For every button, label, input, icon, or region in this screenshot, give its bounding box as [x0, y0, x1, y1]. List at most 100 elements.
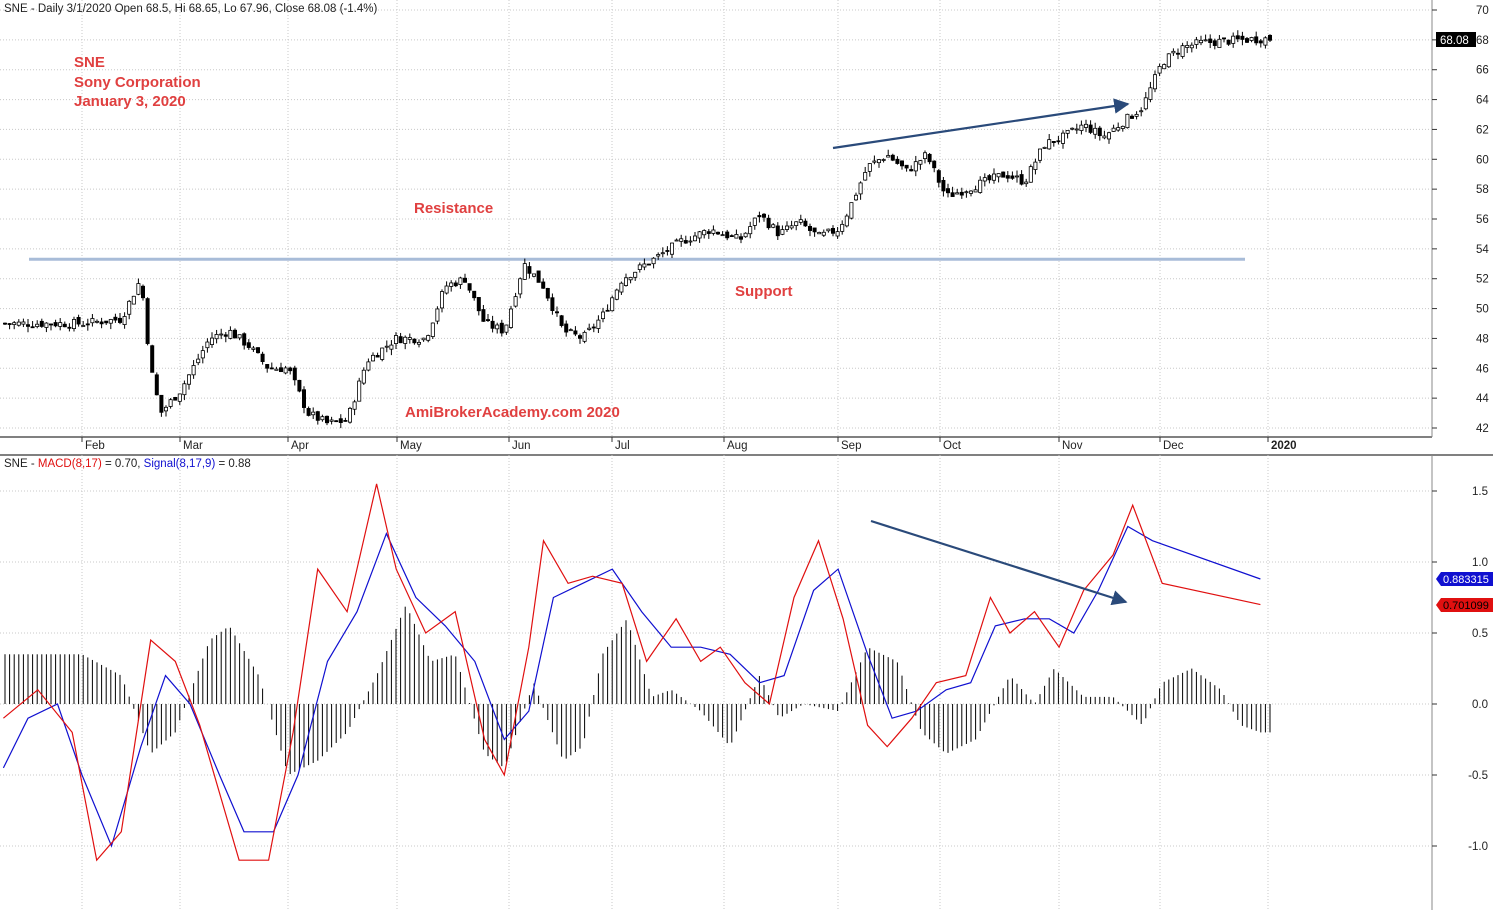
candle — [840, 220, 845, 235]
macd-tick-label: 1.5 — [1472, 486, 1488, 498]
annotation-support: Support — [735, 283, 793, 300]
candle — [104, 320, 109, 325]
candle — [1047, 134, 1052, 150]
candle — [251, 345, 256, 352]
candle — [1024, 178, 1029, 187]
month-label: Oct — [943, 440, 962, 452]
candle — [67, 323, 72, 332]
price-tick-label: 62 — [1476, 124, 1489, 136]
candle — [352, 399, 357, 416]
price-tick-label: 44 — [1476, 393, 1489, 405]
candle — [734, 229, 739, 239]
candle — [1263, 36, 1268, 49]
candle — [1212, 38, 1217, 50]
candle — [306, 406, 311, 417]
candle — [44, 322, 49, 333]
price-tick-label: 66 — [1476, 65, 1489, 77]
candle — [274, 366, 279, 371]
candle — [205, 338, 210, 353]
candle — [890, 153, 895, 162]
candle — [430, 322, 435, 340]
candle — [1148, 81, 1153, 103]
price-trend-arrow — [832, 98, 1130, 150]
candle — [1254, 31, 1259, 46]
candle — [946, 183, 951, 198]
macd-tick-labels: -1.0 -0.5 0.0 0.5 1.0 1.5 — [1432, 486, 1488, 853]
signal-badge — [1436, 572, 1493, 586]
candle — [495, 322, 500, 334]
candle — [1231, 32, 1236, 48]
candle — [1268, 34, 1273, 42]
month-label: Nov — [1062, 440, 1083, 452]
candle — [831, 225, 836, 237]
candle — [702, 229, 707, 239]
candle — [619, 281, 624, 295]
candle — [58, 318, 63, 331]
candle — [30, 321, 35, 329]
candle — [748, 221, 753, 239]
candle — [1019, 170, 1024, 186]
candle — [844, 213, 849, 228]
candle — [513, 292, 518, 308]
candle — [628, 276, 633, 284]
candle — [1217, 35, 1222, 48]
candle — [435, 306, 440, 325]
signal-line — [2, 525, 1261, 848]
candle — [932, 160, 937, 173]
candle — [1005, 171, 1010, 183]
candle — [62, 321, 67, 328]
macd-tick-label: -0.5 — [1468, 770, 1488, 782]
candle — [200, 345, 205, 364]
candle — [439, 289, 444, 313]
candle — [624, 273, 629, 287]
candle — [545, 287, 550, 302]
month-label: May — [400, 440, 422, 452]
candle — [900, 160, 905, 170]
price-tick-label: 54 — [1476, 244, 1489, 256]
candle — [610, 295, 615, 312]
annotation-resistance: Resistance — [414, 200, 493, 217]
candle — [209, 332, 214, 348]
candle — [163, 405, 168, 417]
candle — [674, 238, 679, 242]
candle — [716, 231, 721, 236]
candle — [729, 234, 734, 237]
candle — [1070, 127, 1075, 131]
candle — [679, 234, 684, 247]
watermark: AmiBrokerAcademy.com 2020 — [405, 404, 620, 421]
candle — [964, 190, 969, 198]
candle — [366, 358, 371, 372]
candle — [522, 258, 527, 280]
candle — [808, 223, 813, 237]
price-tick-label: 68 — [1476, 35, 1489, 47]
candle — [849, 202, 854, 220]
candle — [665, 246, 670, 256]
candle — [1125, 113, 1130, 129]
candle — [278, 362, 283, 373]
candle — [1120, 125, 1125, 132]
candle — [670, 242, 675, 259]
candle — [532, 273, 537, 278]
candle — [140, 284, 145, 301]
candle — [1194, 36, 1199, 49]
candle — [1245, 36, 1250, 44]
candle — [1226, 39, 1231, 46]
month-label: Aug — [727, 440, 747, 452]
candle — [987, 174, 992, 184]
candle — [338, 414, 343, 429]
candle — [403, 335, 408, 350]
candle — [693, 231, 698, 242]
signal-header-label: Signal(8,17,9) — [144, 458, 216, 470]
candle — [1134, 111, 1139, 120]
price-tick-label: 70 — [1476, 5, 1489, 17]
candle — [76, 314, 81, 327]
candle — [122, 312, 127, 329]
candle — [1097, 125, 1102, 141]
candle — [775, 222, 780, 240]
macd-grid — [0, 490, 1432, 847]
candle — [1176, 48, 1181, 60]
macd-divergence-arrow — [870, 519, 1128, 606]
candle — [228, 326, 233, 340]
candle — [21, 318, 26, 328]
